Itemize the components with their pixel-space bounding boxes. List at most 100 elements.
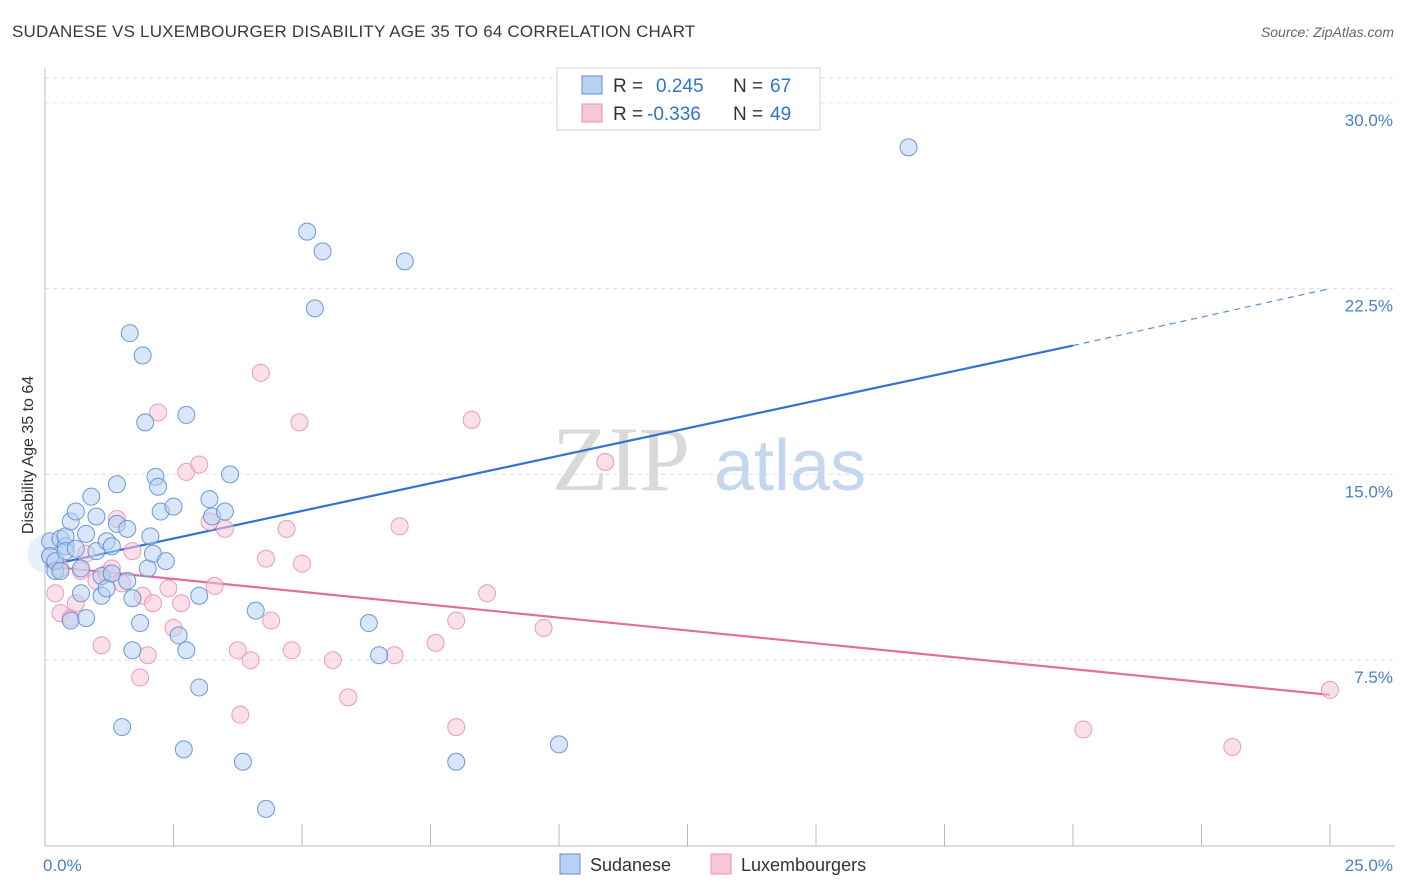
chart-title: SUDANESE VS LUXEMBOURGER DISABILITY AGE … — [12, 22, 696, 41]
bottom-legend-swatch-sudanese — [559, 853, 581, 875]
point-sudanese — [102, 537, 121, 556]
point-luxembourgers — [123, 542, 142, 561]
trend-line-sudanese-extension — [1072, 287, 1331, 347]
point-sudanese — [123, 589, 142, 608]
point-luxembourgers — [205, 576, 224, 595]
point-sudanese — [190, 678, 209, 697]
legend-n-label-1: N = — [733, 76, 763, 97]
point-sudanese — [102, 564, 121, 583]
point-sudanese — [149, 477, 168, 496]
point-sudanese — [298, 222, 317, 241]
axes — [44, 68, 1395, 847]
point-luxembourgers — [143, 594, 162, 613]
point-luxembourgers — [323, 651, 342, 670]
point-luxembourgers — [462, 410, 481, 429]
x-tick-label: 0.0% — [43, 856, 82, 875]
point-sudanese — [164, 497, 183, 516]
point-sudanese — [113, 718, 132, 737]
point-sudanese — [82, 487, 101, 506]
y-tick-label: 15.0% — [1345, 482, 1393, 501]
point-luxembourgers — [293, 554, 311, 573]
trend-line-luxembourgers — [44, 564, 1331, 696]
point-luxembourgers — [92, 636, 111, 655]
y-tick-label: 7.5% — [1354, 668, 1393, 687]
y-tick-label: 30.0% — [1345, 111, 1393, 130]
point-luxembourgers — [215, 519, 234, 538]
point-luxembourgers — [596, 453, 615, 471]
bottom-legend-label-luxembourgers: Luxembourgers — [741, 855, 866, 875]
point-luxembourgers — [385, 646, 404, 665]
point-luxembourgers — [478, 584, 497, 603]
legend-swatch-luxembourgers — [581, 103, 603, 123]
point-sudanese — [133, 346, 152, 365]
point-sudanese — [87, 507, 106, 526]
point-luxembourgers — [447, 611, 466, 630]
point-luxembourgers — [172, 594, 191, 613]
point-luxembourgers — [1074, 720, 1093, 739]
point-luxembourgers — [241, 651, 260, 670]
legend-n-value-1: 67 — [770, 76, 791, 97]
point-sudanese — [77, 524, 96, 543]
point-sudanese — [246, 601, 265, 620]
point-luxembourgers — [277, 519, 296, 538]
point-luxembourgers — [190, 455, 209, 474]
point-luxembourgers — [290, 413, 309, 432]
point-sudanese — [221, 465, 240, 484]
watermark-atlas: atlas — [714, 426, 866, 506]
point-sudanese — [118, 571, 137, 590]
point-sudanese — [66, 539, 85, 558]
point-sudanese — [174, 740, 193, 759]
point-sudanese — [215, 502, 234, 521]
point-sudanese — [120, 324, 139, 343]
point-luxembourgers — [339, 688, 358, 707]
point-luxembourgers — [131, 668, 150, 687]
point-luxembourgers — [282, 641, 301, 660]
point-sudanese — [71, 559, 90, 578]
y-axis-title: Disability Age 35 to 64 — [20, 376, 37, 534]
point-sudanese — [169, 626, 188, 645]
point-sudanese — [359, 614, 378, 633]
watermark-zip: ZIP — [552, 408, 690, 510]
point-sudanese — [177, 405, 196, 424]
point-sudanese — [550, 735, 568, 754]
point-sudanese — [447, 752, 466, 771]
point-luxembourgers — [251, 363, 270, 382]
correlation-legend: R = 0.245 N = 67 R = -0.336 N = 49 — [556, 67, 821, 131]
point-sudanese — [257, 799, 276, 818]
data-points — [27, 138, 1339, 818]
point-sudanese — [123, 641, 142, 660]
legend-swatch-sudanese — [581, 75, 603, 95]
point-luxembourgers — [231, 705, 250, 724]
legend-n-label-2: N = — [733, 104, 763, 125]
bottom-legend-label-sudanese: Sudanese — [590, 855, 671, 875]
grid-lines — [45, 77, 1395, 661]
point-sudanese — [200, 490, 219, 509]
point-sudanese — [71, 584, 90, 603]
point-sudanese — [136, 413, 155, 432]
point-sudanese — [77, 609, 96, 628]
point-luxembourgers — [1321, 680, 1339, 699]
point-sudanese — [51, 562, 70, 581]
bottom-legend-swatch-luxembourgers — [710, 853, 732, 875]
series-legend: Sudanese Luxembourgers — [559, 853, 866, 875]
point-sudanese — [233, 752, 252, 771]
x-tick-label: 25.0% — [1345, 856, 1393, 875]
tick-labels: 7.5% 15.0% 22.5% 30.0% 0.0% 25.0% — [43, 111, 1393, 875]
point-luxembourgers — [426, 633, 445, 652]
point-luxembourgers — [257, 549, 276, 568]
point-sudanese — [131, 614, 150, 633]
point-sudanese — [305, 299, 324, 318]
legend-r-value-1: 0.245 — [656, 76, 704, 97]
point-sudanese — [899, 138, 918, 157]
watermark: ZIP atlas — [552, 408, 866, 510]
point-sudanese — [177, 641, 196, 660]
point-sudanese — [313, 242, 332, 261]
point-sudanese — [190, 586, 209, 605]
legend-r-value-2: -0.336 — [647, 104, 701, 125]
legend-r-label-2: R = — [613, 104, 643, 125]
point-sudanese — [118, 519, 137, 538]
point-sudanese — [107, 475, 126, 494]
point-luxembourgers — [138, 646, 157, 665]
point-sudanese — [370, 646, 389, 665]
point-luxembourgers — [159, 579, 178, 598]
